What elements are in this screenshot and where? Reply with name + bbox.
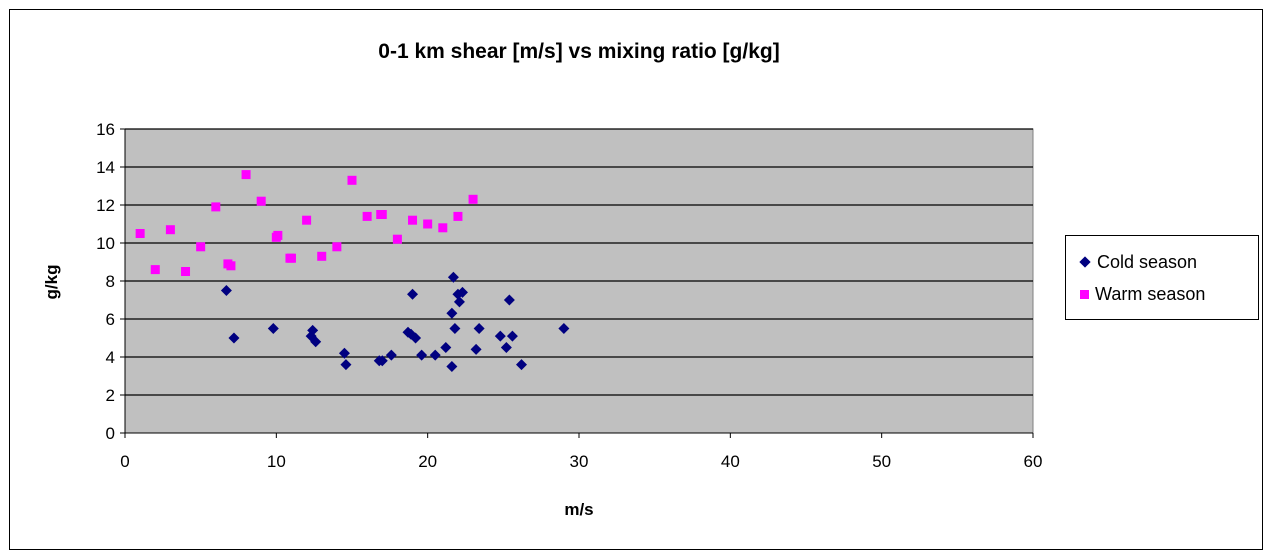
data-point-cold-season bbox=[446, 361, 458, 372]
data-point-cold-season bbox=[310, 336, 322, 348]
x-axis-label: m/s bbox=[564, 500, 594, 519]
data-point-cold-season bbox=[220, 285, 232, 296]
data-point-warm-season bbox=[408, 215, 418, 225]
legend: Cold season Warm season bbox=[1065, 235, 1259, 320]
data-point-cold-season bbox=[429, 349, 441, 361]
data-point-cold-season bbox=[228, 332, 240, 344]
legend-item-warm: Warm season bbox=[1080, 283, 1205, 305]
data-point-warm-season bbox=[211, 202, 221, 212]
data-point-warm-season bbox=[377, 210, 387, 219]
y-tick-label: 14 bbox=[96, 158, 115, 177]
data-point-cold-season bbox=[307, 324, 319, 336]
data-point-cold-season bbox=[407, 288, 419, 300]
data-point-warm-season bbox=[332, 242, 342, 252]
legend-label-cold: Cold season bbox=[1097, 251, 1198, 272]
data-point-cold-season bbox=[410, 332, 422, 344]
chart-title: 0-1 km shear [m/s] vs mixing ratio [g/kg… bbox=[378, 40, 780, 63]
y-tick-label: 0 bbox=[106, 424, 115, 443]
data-point-warm-season bbox=[362, 211, 372, 221]
data-point-cold-season bbox=[447, 271, 459, 283]
y-axis-label: g/kg bbox=[42, 264, 61, 300]
y-tick-label: 12 bbox=[96, 196, 115, 215]
data-point-cold-season bbox=[453, 296, 465, 308]
data-point-warm-season bbox=[241, 170, 251, 180]
data-point-cold-season bbox=[515, 359, 527, 371]
data-point-cold-season bbox=[267, 323, 279, 334]
data-point-cold-season bbox=[456, 286, 468, 298]
data-point-warm-season bbox=[181, 267, 191, 276]
data-point-warm-season bbox=[347, 175, 357, 185]
data-point-cold-season bbox=[470, 343, 482, 355]
data-point-warm-season bbox=[196, 242, 206, 252]
data-point-cold-season bbox=[449, 323, 461, 334]
y-tick-label: 6 bbox=[106, 310, 115, 329]
y-tick-label: 16 bbox=[96, 120, 115, 139]
data-point-cold-season bbox=[494, 330, 506, 342]
data-point-warm-season bbox=[273, 230, 283, 240]
data-point-warm-season bbox=[286, 253, 296, 263]
x-tick-label: 0 bbox=[120, 452, 129, 471]
x-tick-label: 30 bbox=[570, 452, 589, 471]
data-point-cold-season bbox=[340, 359, 352, 371]
x-tick-label: 50 bbox=[872, 452, 891, 471]
data-point-warm-season bbox=[423, 219, 433, 229]
x-tick-label: 10 bbox=[267, 452, 286, 471]
y-tick-label: 8 bbox=[106, 272, 115, 291]
data-point-cold-season bbox=[506, 330, 518, 342]
legend-item-cold: Cold season bbox=[1079, 251, 1198, 273]
data-point-cold-season bbox=[500, 342, 512, 353]
y-tick-label: 2 bbox=[106, 386, 115, 405]
x-tick-label: 40 bbox=[721, 452, 740, 471]
data-point-cold-season bbox=[446, 307, 458, 319]
data-point-cold-season bbox=[416, 349, 428, 361]
data-point-warm-season bbox=[135, 229, 145, 238]
data-point-cold-season bbox=[385, 349, 397, 361]
data-point-warm-season bbox=[392, 234, 402, 244]
data-point-cold-season bbox=[473, 323, 485, 334]
data-point-warm-season bbox=[165, 225, 175, 235]
data-point-warm-season bbox=[317, 251, 327, 261]
data-point-warm-season bbox=[256, 196, 266, 206]
legend-label-warm: Warm season bbox=[1095, 283, 1206, 304]
data-point-cold-season bbox=[376, 355, 388, 367]
data-point-warm-season bbox=[453, 211, 463, 221]
data-point-cold-season bbox=[558, 323, 570, 334]
legend-marker-warm bbox=[1080, 289, 1089, 299]
data-point-cold-season bbox=[338, 347, 350, 359]
data-point-cold-season bbox=[503, 294, 515, 306]
data-point-warm-season bbox=[438, 223, 448, 233]
data-point-warm-season bbox=[302, 215, 312, 225]
data-point-warm-season bbox=[150, 265, 160, 275]
data-point-warm-season bbox=[468, 194, 478, 204]
x-tick-label: 60 bbox=[1024, 452, 1043, 471]
y-tick-label: 4 bbox=[106, 348, 115, 367]
x-tick-label: 20 bbox=[418, 452, 437, 471]
data-point-cold-season bbox=[440, 342, 452, 353]
data-point-warm-season bbox=[226, 261, 236, 271]
y-tick-label: 10 bbox=[96, 234, 115, 253]
legend-marker-cold bbox=[1079, 256, 1091, 268]
